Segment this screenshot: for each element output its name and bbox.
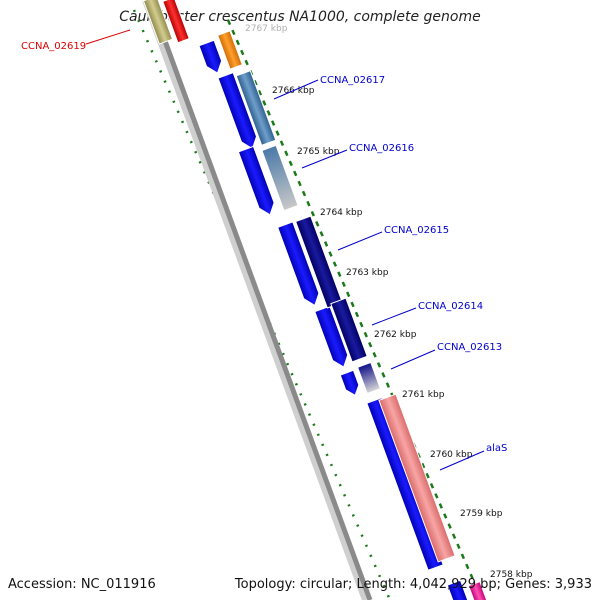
tick-label: 2762 kbp: [374, 330, 417, 340]
tick-label: 2758 kbp: [490, 570, 533, 580]
accession-text: Accession: NC_011916: [8, 577, 156, 592]
gene-label[interactable]: CCNA_02619: [21, 41, 86, 52]
gene-label[interactable]: alaS: [486, 443, 507, 454]
genome-summary-text: Topology: circular; Length: 4,042,929 bp…: [234, 577, 592, 592]
gene-band-bottom-magenta: [467, 580, 489, 600]
gene-label[interactable]: CCNA_02613: [437, 342, 502, 353]
cds-arrow-3: [237, 145, 275, 216]
gene-label-leader: [390, 349, 436, 370]
gene-band-orange: [217, 30, 243, 70]
gene-label-leader: [371, 307, 417, 326]
gene-band-ccna-02614: [330, 297, 368, 363]
gene-label-leader: [301, 149, 348, 169]
gene-band-ccna-02619-red: [162, 0, 190, 44]
backbone-shadow: [142, 0, 370, 600]
gene-label-leader: [85, 29, 131, 45]
tick-label: 2760 kbp: [430, 450, 473, 460]
gene-band-ccna-02616: [261, 144, 299, 212]
gene-band-ccna-02613: [356, 361, 382, 395]
cds-arrow-bottom: [446, 579, 470, 600]
gene-label[interactable]: CCNA_02614: [418, 301, 483, 312]
backbone-line: [147, 0, 373, 600]
tick-label: 2764 kbp: [320, 208, 363, 218]
gene-label-leader: [439, 450, 485, 471]
cds-arrow-1: [198, 39, 223, 74]
tick-label: 2765 kbp: [297, 147, 340, 157]
gene-band-ccna-02619-olive: [142, 0, 174, 45]
tick-label: 2761 kbp: [402, 390, 445, 400]
gene-label[interactable]: CCNA_02617: [320, 75, 385, 86]
gene-band-ccna-02617: [235, 70, 277, 146]
gene-label[interactable]: CCNA_02616: [349, 143, 414, 154]
gene-band-alaS: [378, 393, 456, 563]
gene-label[interactable]: CCNA_02615: [384, 225, 449, 236]
page-title: Caulobacter crescentus NA1000, complete …: [119, 9, 481, 25]
tick-label: 2763 kbp: [346, 268, 389, 278]
gene-label-leader: [273, 79, 319, 100]
gene-label-leader: [337, 231, 383, 251]
cds-arrow-6: [339, 369, 360, 396]
tick-label: 2767 kbp: [245, 24, 288, 34]
cds-arrow-2: [217, 71, 258, 150]
cds-arrow-4: [277, 221, 320, 307]
tick-label: 2759 kbp: [460, 509, 503, 519]
